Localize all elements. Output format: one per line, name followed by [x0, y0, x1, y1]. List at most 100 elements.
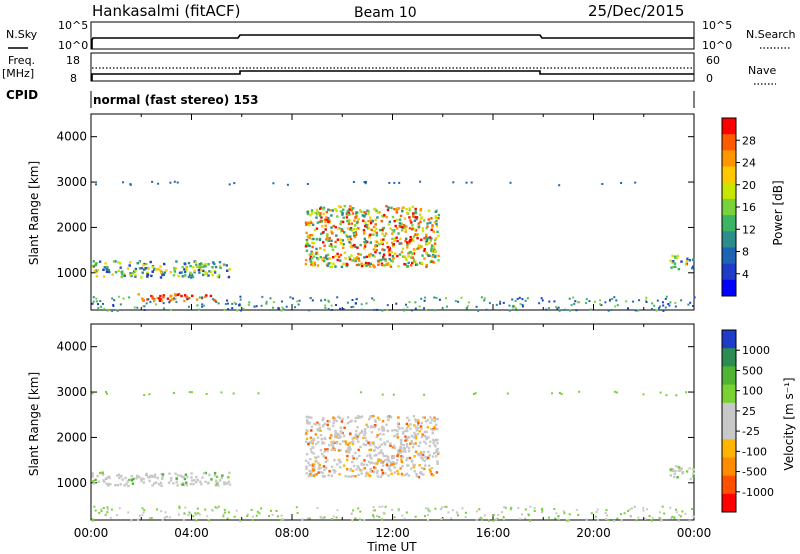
power-echo-pixel	[364, 261, 368, 265]
power-echo-pixel	[430, 249, 433, 252]
velocity-echo-pixel	[355, 430, 358, 433]
velocity-echo-pixel	[308, 416, 311, 419]
velocity-echo-pixel	[322, 424, 325, 427]
power-echo-pixel	[183, 270, 187, 274]
power-echo-pixel	[692, 265, 695, 268]
velocity-echo-pixel	[101, 473, 105, 476]
velocity-clutter-pixel	[239, 519, 242, 522]
power-echo-pixel	[368, 236, 371, 239]
velocity-echo-pixel	[423, 416, 426, 419]
velocity-echo-pixel	[419, 425, 423, 428]
power-echo-pixel	[428, 254, 431, 257]
velocity-clutter-pixel	[428, 510, 431, 513]
velocity-clutter-pixel	[620, 519, 623, 522]
velocity-clutter-pixel	[163, 517, 166, 520]
velocity-echo-pixel	[346, 468, 349, 471]
power-echo-pixel	[321, 224, 324, 228]
velocity-echo-pixel	[314, 456, 317, 459]
velocity-echo-pixel	[400, 460, 404, 464]
power-echo-pixel	[189, 271, 192, 274]
velocity-echo-pixel	[334, 429, 337, 433]
velocity-sparse-pixel	[205, 393, 208, 395]
nave-tick-bottom: 0	[706, 72, 713, 85]
velocity-echo-pixel	[392, 460, 395, 464]
power-echo-pixel	[421, 254, 424, 257]
power-clutter-pixel	[111, 297, 114, 300]
power-clutter-pixel	[339, 307, 342, 310]
power-echo-pixel	[335, 234, 338, 237]
velocity-clutter-pixel	[533, 510, 536, 512]
power-echo-pixel	[374, 245, 377, 248]
power-echo-pixel	[404, 230, 407, 233]
velocity-echo-pixel	[310, 425, 314, 429]
power-echo-pixel	[676, 254, 680, 258]
power-echo-pixel	[306, 234, 310, 237]
velocity-echo-pixel	[323, 450, 326, 453]
velocity-echo-pixel	[335, 442, 338, 445]
power-clutter-pixel	[227, 302, 229, 305]
power-echo-pixel	[411, 224, 414, 227]
velocity-clutter-pixel	[141, 507, 144, 510]
power-echo-pixel	[421, 227, 424, 230]
power-echo-pixel	[360, 262, 363, 265]
power-clutter-pixel	[664, 306, 667, 309]
power-echo-pixel	[367, 262, 370, 265]
power-echo-pixel	[183, 262, 186, 265]
velocity-echo-pixel	[428, 468, 431, 471]
power-echo-pixel	[417, 247, 420, 250]
velocity-sparse-pixel	[106, 392, 108, 395]
velocity-echo-pixel	[346, 454, 349, 458]
velocity-sparse-pixel	[360, 391, 363, 394]
velocity-echo-pixel	[136, 474, 139, 478]
velocity-echo-pixel	[414, 420, 418, 423]
velocity-sparse-pixel	[665, 394, 668, 397]
velocity-clutter-pixel	[271, 513, 274, 516]
power-echo-pixel	[136, 262, 139, 265]
velocity-clutter-pixel	[503, 506, 506, 509]
power-echo-pixel	[355, 221, 359, 225]
power-echo-pixel	[420, 262, 423, 265]
velocity-echo-pixel	[190, 476, 193, 479]
velocity-sparse-pixel	[172, 392, 175, 394]
velocity-echo-pixel	[306, 418, 309, 422]
power-echo-pixel	[181, 265, 184, 269]
velocity-clutter-pixel	[251, 515, 254, 518]
power-echo-pixel	[151, 295, 154, 298]
velocity-echo-pixel	[413, 463, 416, 467]
power-clutter-pixel	[335, 304, 337, 306]
power-echo-pixel	[141, 297, 144, 300]
velocity-echo-pixel	[421, 416, 425, 419]
power-echo-pixel	[326, 232, 329, 236]
power-sparse-pixel	[233, 182, 236, 185]
velocity-sparse-pixel	[188, 391, 191, 394]
power-echo-pixel	[353, 232, 356, 236]
power-sparse-pixel	[151, 180, 154, 183]
velocity-echo-pixel	[432, 440, 436, 443]
velocity-clutter-pixel	[376, 514, 378, 517]
velocity-echo-pixel	[174, 472, 177, 475]
power-echo-pixel	[159, 294, 162, 298]
velocity-echo-pixel	[378, 445, 382, 448]
velocity-clutter-pixel	[596, 508, 599, 511]
velocity-echo-pixel	[312, 452, 315, 455]
station-title: Hankasalmi (fitACF)	[92, 2, 240, 20]
power-echo-pixel	[330, 214, 333, 217]
velocity-clutter-pixel	[295, 506, 298, 509]
velocity-echo-pixel	[99, 471, 102, 475]
power-clutter-pixel	[239, 295, 242, 298]
power-echo-pixel	[95, 271, 98, 274]
velocity-echo-pixel	[381, 452, 384, 455]
power-echo-pixel	[176, 293, 179, 296]
velocity-echo-pixel	[319, 448, 323, 452]
velocity-clutter-pixel	[671, 515, 674, 518]
velocity-echo-pixel	[220, 476, 223, 480]
power-echo-pixel	[401, 255, 405, 258]
power-echo-pixel	[402, 206, 405, 209]
power-echo-pixel	[387, 251, 390, 254]
power-clutter-pixel	[162, 302, 165, 305]
velocity-echo-pixel	[127, 484, 130, 488]
power-echo-pixel	[183, 274, 186, 278]
velocity-sparse-pixel	[615, 391, 618, 394]
power-echo-pixel	[417, 225, 421, 228]
power-echo-pixel	[369, 241, 372, 244]
